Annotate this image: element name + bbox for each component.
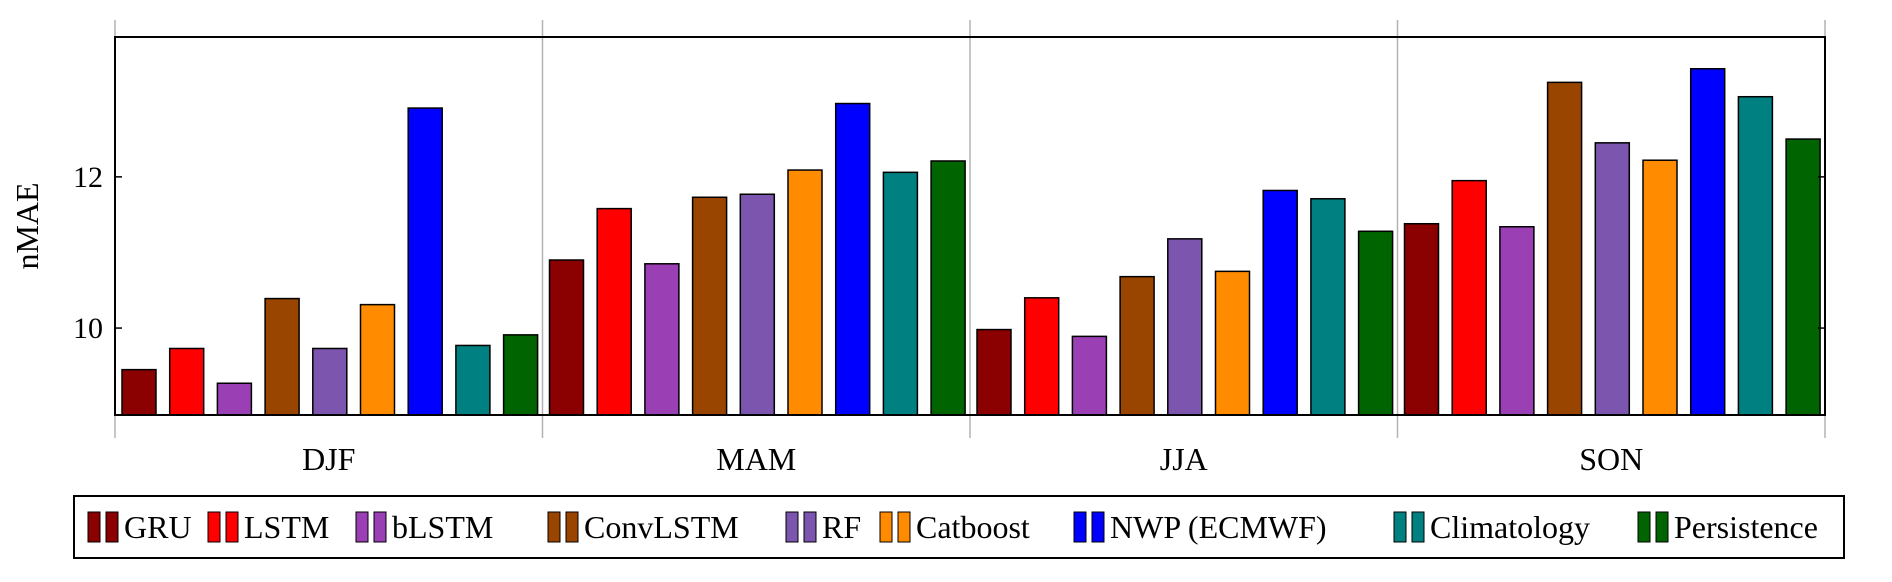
legend-swatch-climatology xyxy=(1411,511,1425,543)
legend: GRU LSTM bLSTM ConvLSTM RF Catboost NWP (ECMWF… xyxy=(73,495,1845,559)
legend-swatch-blstm xyxy=(373,511,387,543)
legend-swatch-nwp-ecmwf xyxy=(1073,511,1087,543)
y-tick-label: 10 xyxy=(73,312,103,345)
bar-jja-convlstm xyxy=(1119,275,1155,416)
legend-label-catboost: Catboost xyxy=(916,509,1030,545)
legend-label-nwp-ecmwf: NWP (ECMWF) xyxy=(1110,509,1327,545)
bar-mam-nwp-ecmwf xyxy=(834,102,871,416)
legend-label-lstm: LSTM xyxy=(244,509,329,545)
bar-mam-lstm xyxy=(596,207,632,416)
x-tick-label: DJF xyxy=(302,441,355,477)
bar-son-blstm xyxy=(1499,226,1535,416)
bar-jja-rf xyxy=(1167,238,1203,416)
plot-frame xyxy=(114,36,1826,416)
legend-label-gru: GRU xyxy=(124,509,192,545)
legend-swatch-catboost xyxy=(879,511,893,543)
legend-label-climatology: Climatology xyxy=(1430,509,1590,545)
legend-swatch-convlstm xyxy=(565,511,579,543)
bar-son-climatology xyxy=(1737,95,1774,416)
bar-mam-climatology xyxy=(882,171,919,416)
legend-swatch-nwp-ecmwf xyxy=(1091,511,1105,543)
bar-mam-catboost xyxy=(787,169,823,416)
bar-mam-persistence xyxy=(930,160,966,416)
bar-mam-gru xyxy=(548,259,585,416)
bar-son-catboost xyxy=(1642,159,1678,416)
axis-layer: 10 12 DJF MAM JJA SON xyxy=(73,161,1825,477)
bar-djf-gru xyxy=(121,368,157,416)
bar-jja-catboost xyxy=(1214,270,1251,416)
bar-son-rf xyxy=(1594,142,1631,416)
bar-mam-rf xyxy=(739,193,776,416)
bar-djf-blstm xyxy=(216,382,253,416)
legend-swatch-convlstm xyxy=(547,511,561,543)
x-tick-label: SON xyxy=(1579,441,1643,477)
bar-son-gru xyxy=(1403,222,1440,416)
legend-swatch-blstm xyxy=(355,511,369,543)
bar-jja-lstm xyxy=(1023,297,1060,416)
legend-label-blstm: bLSTM xyxy=(392,509,493,545)
bar-djf-convlstm xyxy=(264,297,300,416)
legend-swatch-gru xyxy=(87,511,101,543)
bar-son-convlstm xyxy=(1546,81,1583,416)
legend-swatch-gru xyxy=(105,511,119,543)
bar-jja-nwp-ecmwf xyxy=(1262,189,1298,416)
bar-jja-climatology xyxy=(1310,198,1346,416)
bars-layer xyxy=(121,68,1821,416)
legend-swatch-rf xyxy=(785,511,799,543)
y-axis-title: nMAE xyxy=(9,182,45,269)
bar-mam-convlstm xyxy=(691,196,728,416)
y-tick-label: 12 xyxy=(73,161,103,194)
bar-djf-rf xyxy=(312,347,348,416)
legend-swatch-catboost xyxy=(897,511,911,543)
legend-label-rf: RF xyxy=(822,509,861,545)
bar-son-nwp-ecmwf xyxy=(1689,68,1726,416)
bar-djf-catboost xyxy=(359,303,396,416)
bar-jja-blstm xyxy=(1071,335,1108,416)
legend-swatch-lstm xyxy=(207,511,221,543)
legend-label-persistence: Persistence xyxy=(1674,509,1818,545)
bar-djf-persistence xyxy=(502,334,539,416)
legend-swatch-persistence xyxy=(1655,511,1669,543)
x-tick-label: MAM xyxy=(716,441,796,477)
legend-swatch-rf xyxy=(803,511,817,543)
legend-box xyxy=(73,495,1845,559)
legend-label-convlstm: ConvLSTM xyxy=(584,509,739,545)
bar-djf-nwp-ecmwf xyxy=(407,107,443,416)
bar-mam-blstm xyxy=(644,263,680,416)
legend-swatch-climatology xyxy=(1393,511,1407,543)
legend-swatch-persistence xyxy=(1637,511,1651,543)
bar-son-lstm xyxy=(1451,179,1487,416)
bar-son-persistence xyxy=(1785,138,1821,416)
x-tick-label: JJA xyxy=(1160,441,1208,477)
bar-jja-gru xyxy=(976,328,1012,416)
bar-djf-lstm xyxy=(168,347,205,416)
bar-djf-climatology xyxy=(455,344,491,416)
legend-swatch-lstm xyxy=(225,511,239,543)
bar-jja-persistence xyxy=(1357,230,1394,416)
